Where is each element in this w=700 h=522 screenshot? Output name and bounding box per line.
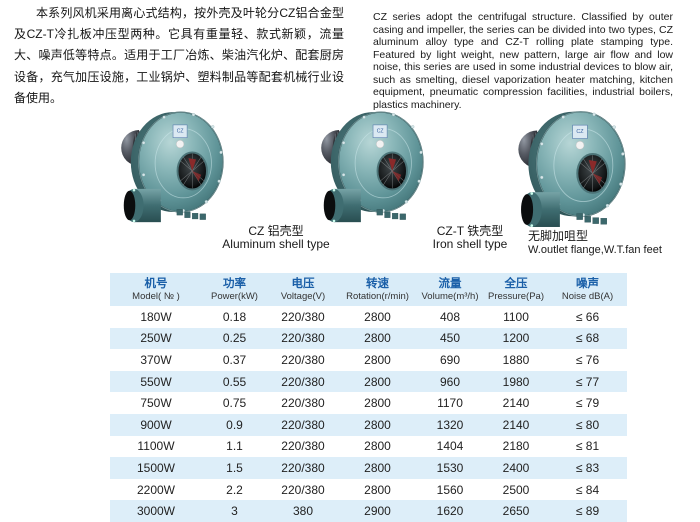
svg-text:W.outlet flange,W.T.fan feet: W.outlet flange,W.T.fan feet	[528, 244, 662, 256]
svg-text:CZ-T 铁壳型: CZ-T 铁壳型	[437, 224, 503, 238]
svg-text:无脚加咀型: 无脚加咀型	[528, 228, 588, 243]
svg-text:Iron shell type: Iron shell type	[433, 237, 508, 251]
svg-text:Aluminum shell type: Aluminum shell type	[222, 237, 330, 251]
svg-text:CZ 铝壳型: CZ 铝壳型	[248, 223, 303, 238]
